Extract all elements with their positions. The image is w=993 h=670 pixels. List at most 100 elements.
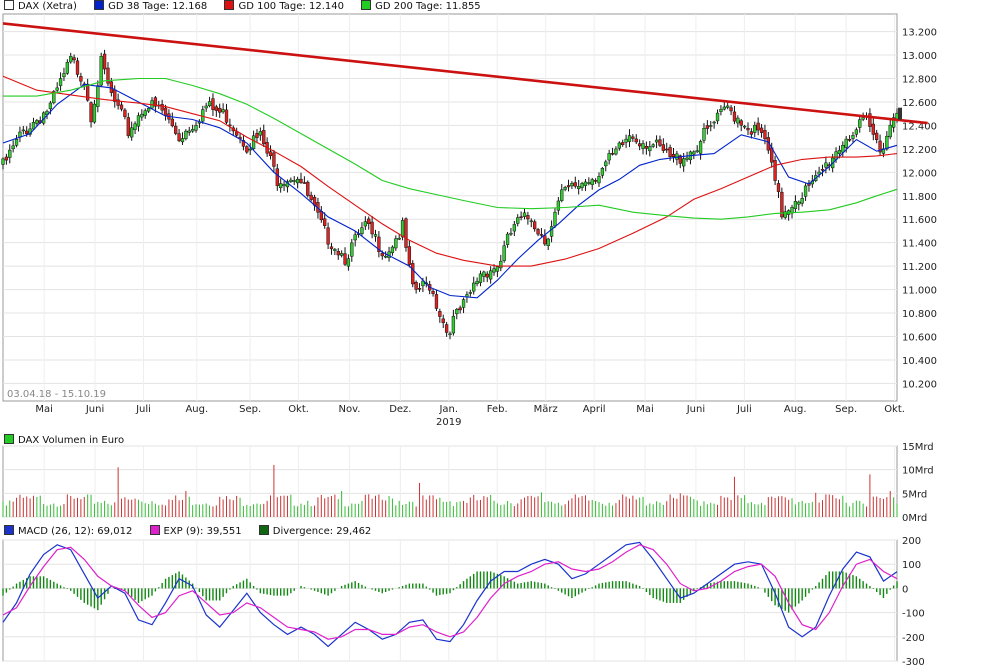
candle-body <box>817 171 821 175</box>
candle-body <box>583 181 588 186</box>
last-price-marker <box>898 107 902 120</box>
candle-body <box>797 201 801 205</box>
candle-body <box>617 142 621 149</box>
candle-body <box>824 162 828 168</box>
candle-body <box>421 280 425 287</box>
candle-body <box>268 151 273 156</box>
candle-body <box>726 105 730 108</box>
candle-body <box>123 109 127 117</box>
price-panel: 13.200 13.000 12.800 12.600 12.400 12.200 12.0… <box>1 13 937 428</box>
volume-legend: DAX Volumen in Euro <box>4 434 138 448</box>
macd-y-tick-label: 100 <box>902 560 921 571</box>
candle-body <box>434 294 439 309</box>
candle-body <box>722 106 726 110</box>
legend-swatch-volume <box>4 434 14 444</box>
price-y-tick-label: 11.400 <box>902 239 937 250</box>
legend-item-dax: DAX (Xetra) <box>4 0 77 12</box>
volume-y-tick-label: 0Mrd <box>902 513 927 524</box>
candle-body <box>549 226 554 237</box>
year-label: 2019 <box>436 417 461 428</box>
price-x-tick-label: Mai <box>636 404 654 415</box>
candle-body <box>533 221 537 230</box>
candle-body <box>512 224 516 232</box>
candle-body <box>736 117 740 124</box>
candle-body <box>560 189 564 201</box>
candle-body <box>519 216 523 218</box>
price-x-tick-label: Juni <box>85 404 104 415</box>
candle-body <box>255 133 259 138</box>
candle-body <box>709 125 713 127</box>
price-y-tick-label: 10.800 <box>902 309 937 320</box>
candle-body <box>143 110 147 116</box>
candle-body <box>678 155 682 164</box>
candle-body <box>573 182 577 187</box>
candle-body <box>126 117 130 136</box>
candle-body <box>854 129 859 135</box>
candle-body <box>783 211 787 218</box>
candle-body <box>698 141 703 154</box>
candle-body <box>793 201 798 209</box>
candle-body <box>661 144 665 151</box>
candle-body <box>306 181 310 196</box>
macd-y-tick-label: -300 <box>902 657 925 668</box>
price-x-tick-label: März <box>534 404 558 415</box>
candle-body <box>739 120 743 126</box>
legend-item-macd: MACD (26, 12): 69,012 <box>4 525 132 537</box>
price-x-tick-label: Sep. <box>239 404 261 415</box>
candle-body <box>492 268 496 273</box>
candle-body <box>160 104 164 111</box>
candle-body <box>113 89 117 102</box>
price-x-tick-label: Juli <box>736 404 752 415</box>
candle-body <box>146 107 151 112</box>
candle-body <box>360 227 364 234</box>
candle-body <box>715 112 720 122</box>
volume-y-tick-label: 5Mrd <box>902 489 927 500</box>
candle-body <box>871 123 875 135</box>
candle-body <box>363 221 367 227</box>
candle-body <box>776 183 781 192</box>
candle-body <box>218 107 222 113</box>
candle-body <box>841 144 845 153</box>
candle-body <box>448 333 452 336</box>
candle-body <box>367 218 371 225</box>
candle-body <box>214 106 218 111</box>
legend-swatch-divergence <box>258 525 269 535</box>
candle-body <box>885 135 889 150</box>
candle-body <box>35 120 39 124</box>
candle-body <box>241 140 246 147</box>
candle-body <box>272 152 276 167</box>
price-x-tick-label: Sep. <box>835 404 857 415</box>
candle-body <box>163 107 168 116</box>
candle-body <box>201 109 205 122</box>
candle-body <box>204 105 208 109</box>
candle-body <box>251 135 256 149</box>
price-y-tick-label: 10.400 <box>902 356 937 367</box>
candle-body <box>136 115 141 127</box>
candle-body <box>302 182 307 184</box>
candle-body <box>468 292 472 294</box>
candle-body <box>339 253 344 256</box>
legend-swatch-macd <box>4 525 14 535</box>
candle-body <box>14 139 19 146</box>
candle-body <box>875 132 879 140</box>
candle-body <box>692 151 696 155</box>
candle-body <box>180 138 185 143</box>
candle-body <box>211 98 215 110</box>
macd-panel: 200 100 0 -100 -200 -300 <box>2 536 925 668</box>
candle-body <box>370 221 374 235</box>
price-x-tick-label: Aug. <box>185 404 208 415</box>
candle-body <box>275 168 279 186</box>
volume-panel: 15Mrd 10Mrd 5Mrd 0Mrd <box>2 442 934 524</box>
volume-y-tick-label: 15Mrd <box>902 442 934 453</box>
candle-body <box>502 245 506 261</box>
candle-body <box>177 133 181 142</box>
candle-body <box>21 129 25 132</box>
candle-body <box>861 117 865 120</box>
candle-body <box>695 150 699 153</box>
candle-body <box>648 146 652 152</box>
candle-body <box>221 109 225 113</box>
candle-body <box>644 146 649 149</box>
candle-body <box>109 81 114 93</box>
candle-body <box>749 131 754 135</box>
volume-y-tick-label: 10Mrd <box>902 466 934 477</box>
